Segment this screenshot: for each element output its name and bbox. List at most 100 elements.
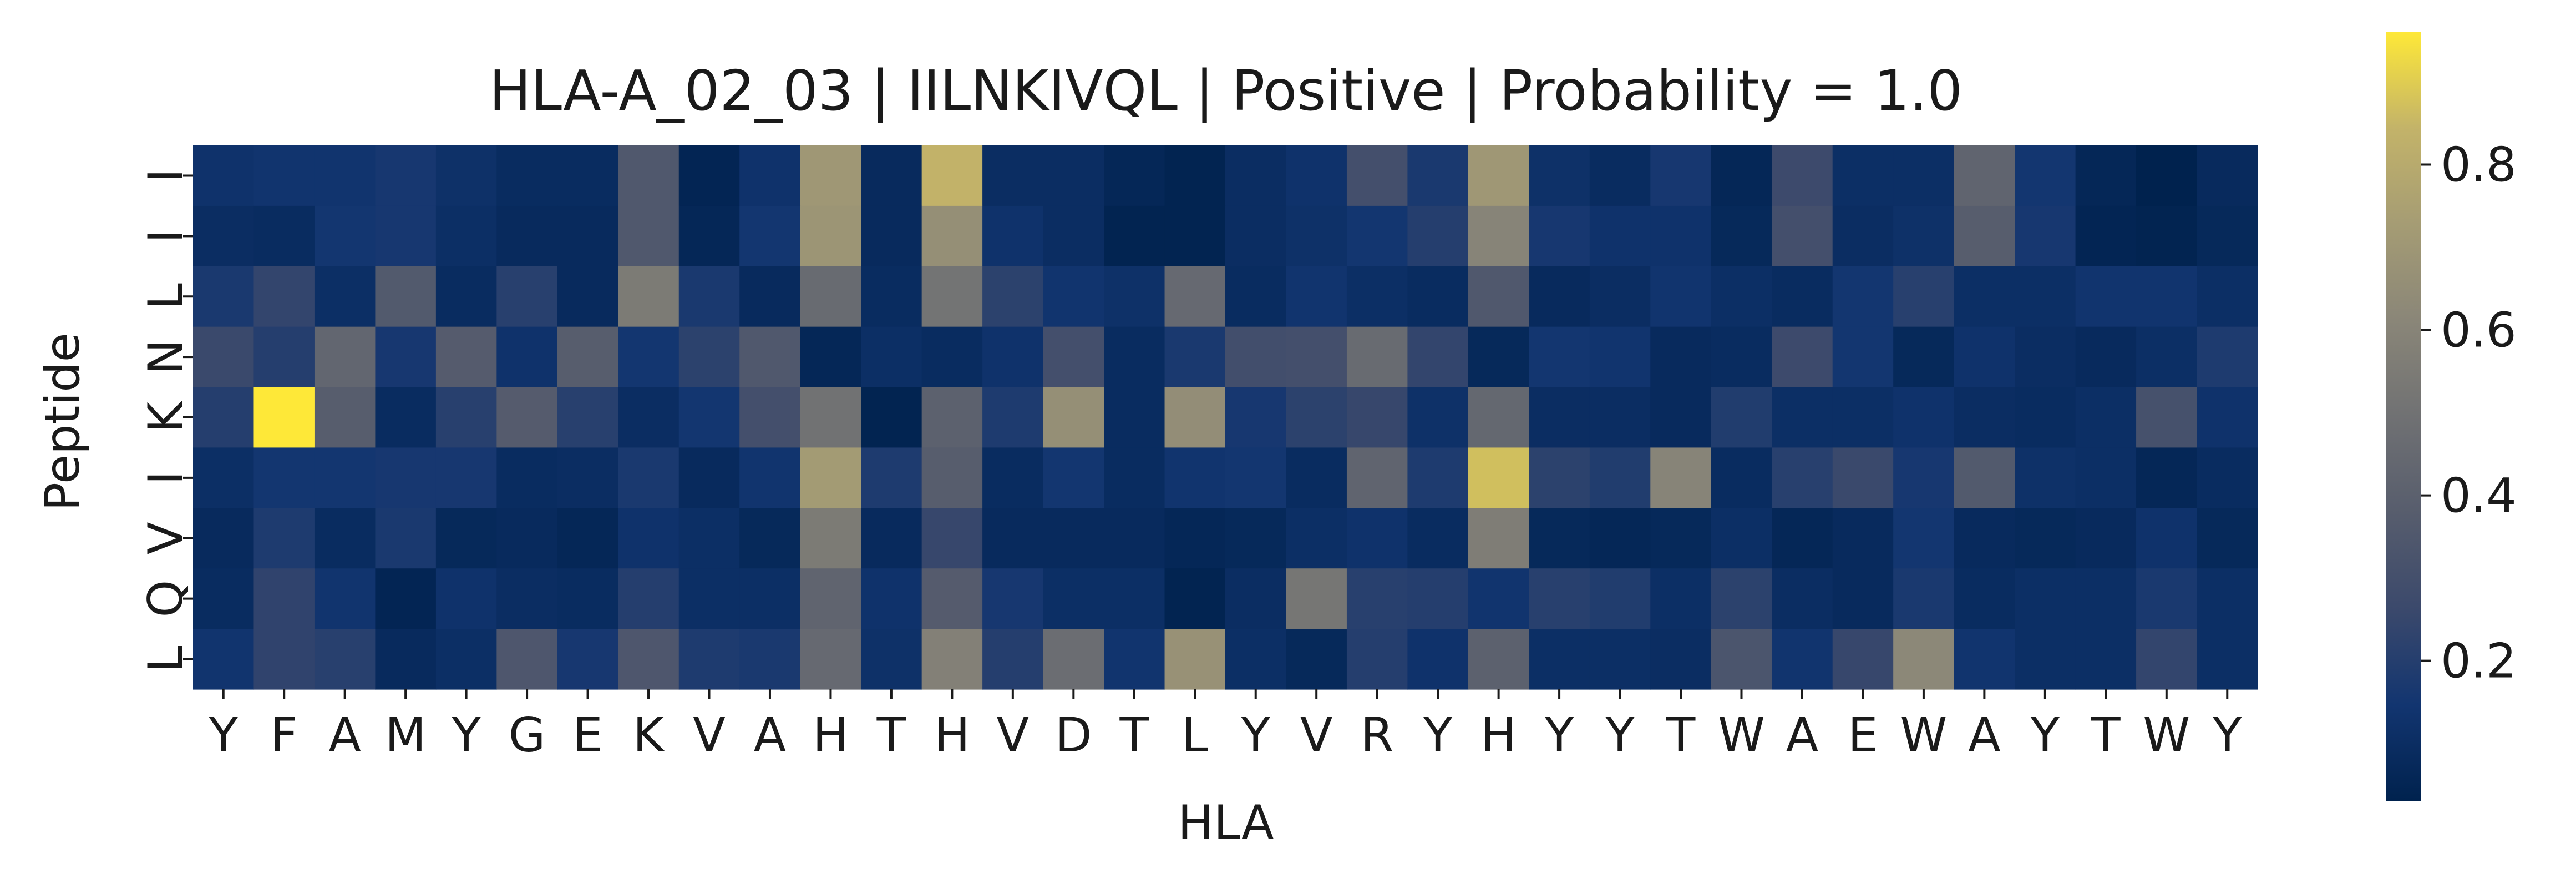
heatmap-cell: [2136, 508, 2198, 569]
x-tick-label: E: [572, 708, 602, 763]
heatmap-cell: [1711, 326, 1772, 388]
heatmap-cell: [1286, 266, 1347, 327]
heatmap-cell: [435, 508, 497, 569]
heatmap-cell: [2075, 266, 2137, 327]
heatmap-cell: [193, 447, 255, 508]
heatmap-cell: [982, 387, 1044, 448]
heatmap-cell: [193, 629, 255, 690]
heatmap-cell: [375, 326, 437, 388]
heatmap-cell: [1346, 266, 1408, 327]
heatmap-cell: [1589, 205, 1651, 267]
heatmap-cell: [739, 266, 801, 327]
heatmap-cell: [253, 266, 315, 327]
heatmap-cell: [1650, 629, 1712, 690]
y-tick-label: L: [138, 646, 194, 673]
heatmap-cell: [2075, 629, 2137, 690]
heatmap-cell: [861, 205, 922, 267]
heatmap-cell: [253, 205, 315, 267]
heatmap-cell: [1772, 387, 1833, 448]
heatmap-cell: [1832, 205, 1894, 267]
heatmap-cell: [1407, 447, 1469, 508]
heatmap-cell: [739, 145, 801, 206]
heatmap-cell: [1711, 447, 1772, 508]
heatmap-cell: [1650, 447, 1712, 508]
heatmap-cell: [618, 145, 680, 206]
heatmap-cell: [2197, 326, 2258, 388]
y-tick-label: L: [138, 283, 194, 310]
colorbar-tick-label: 0.2: [2441, 634, 2517, 689]
heatmap-cell: [1954, 447, 2015, 508]
heatmap-cell: [921, 568, 983, 629]
heatmap-cell: [1286, 447, 1347, 508]
heatmap-cell: [1954, 266, 2015, 327]
x-tick-label: G: [509, 708, 546, 763]
x-tick-label: Y: [2212, 708, 2242, 763]
heatmap-cell: [2015, 568, 2076, 629]
heatmap-cell: [1225, 629, 1287, 690]
heatmap-cell: [1832, 508, 1894, 569]
heatmap-cell: [557, 447, 618, 508]
heatmap-cell: [861, 568, 922, 629]
heatmap-cell: [921, 629, 983, 690]
heatmap-cell: [314, 387, 376, 448]
heatmap-cell: [982, 266, 1044, 327]
heatmap-cell: [1529, 508, 1590, 569]
heatmap-cell: [1286, 205, 1347, 267]
colorbar-tick-label: 0.6: [2441, 303, 2517, 359]
heatmap-cell: [193, 508, 255, 569]
heatmap-cell: [193, 326, 255, 388]
heatmap-cell: [1164, 387, 1226, 448]
heatmap-cell: [1225, 387, 1287, 448]
heatmap-cell: [739, 568, 801, 629]
x-tick-label: T: [2091, 708, 2121, 763]
heatmap-cell: [253, 447, 315, 508]
heatmap-cell: [800, 266, 861, 327]
heatmap-cell: [1104, 326, 1165, 388]
heatmap-cell: [1164, 568, 1226, 629]
x-axis-label: HLA: [1178, 795, 1274, 851]
heatmap-cell: [1650, 326, 1712, 388]
heatmap-cell: [861, 447, 922, 508]
heatmap-cell: [1832, 145, 1894, 206]
heatmap-cell: [496, 387, 558, 448]
heatmap-cell: [1772, 145, 1833, 206]
heatmap-cell: [800, 205, 861, 267]
heatmap-cell: [1043, 266, 1104, 327]
heatmap-cell: [678, 387, 740, 448]
heatmap-cell: [800, 629, 861, 690]
x-tick-label: A: [328, 708, 361, 763]
heatmap-cell: [1407, 629, 1469, 690]
heatmap-cell: [1346, 447, 1408, 508]
heatmap-cell: [921, 326, 983, 388]
heatmap-cell: [1772, 266, 1833, 327]
heatmap-cell: [1832, 266, 1894, 327]
heatmap-cell: [1589, 326, 1651, 388]
heatmap-cell: [1954, 145, 2015, 206]
x-tick-label: K: [633, 708, 666, 763]
heatmap-cell: [314, 145, 376, 206]
heatmap-cell: [375, 387, 437, 448]
heatmap-cell: [496, 447, 558, 508]
heatmap-cell: [618, 387, 680, 448]
heatmap-cell: [1225, 568, 1287, 629]
heatmap-cell: [1468, 145, 1529, 206]
heatmap-cell: [1529, 629, 1590, 690]
heatmap-cell: [739, 205, 801, 267]
heatmap-cell: [739, 387, 801, 448]
heatmap-cell: [921, 447, 983, 508]
heatmap-cell: [1043, 145, 1104, 206]
heatmap-cell: [1225, 508, 1287, 569]
x-tick-label: Y: [208, 708, 238, 763]
heatmap-cell: [1954, 568, 2015, 629]
x-tick-label: T: [1119, 708, 1149, 763]
heatmap-cell: [1104, 629, 1165, 690]
heatmap-cell: [1529, 568, 1590, 629]
heatmap-cell: [2197, 145, 2258, 206]
heatmap-cell: [1164, 205, 1226, 267]
x-tick-label: F: [270, 708, 297, 763]
heatmap-cell: [496, 508, 558, 569]
heatmap-cell: [193, 387, 255, 448]
heatmap-cell: [1104, 205, 1165, 267]
heatmap-cell: [1043, 205, 1104, 267]
